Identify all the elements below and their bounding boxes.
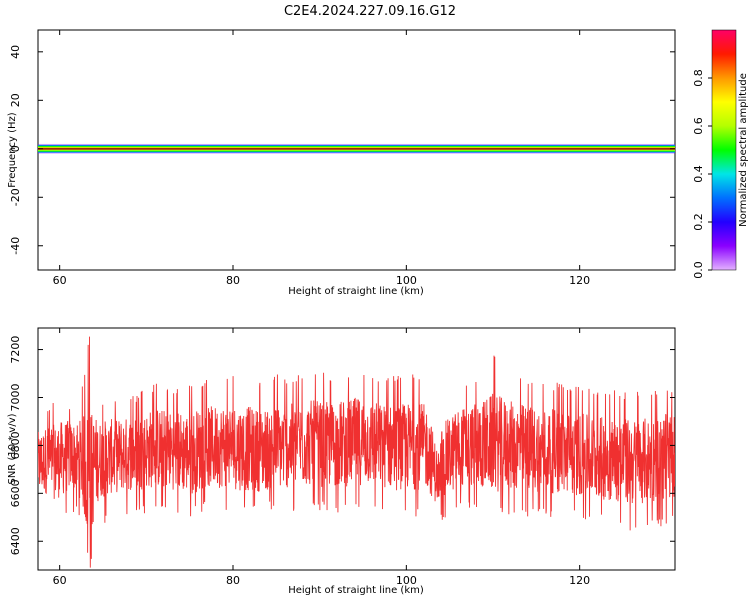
chart-title: C2E4.2024.227.09.16.G12 xyxy=(284,4,456,19)
colorbar-tick-label: 0.6 xyxy=(692,117,705,135)
colorbar-tick-label: 0.8 xyxy=(692,69,705,87)
snr-panel: 60 80 100 120 7200 7000 6800 6600 6400 Height o… xyxy=(7,327,676,596)
bottom-y-tick-label: 6400 xyxy=(9,527,22,555)
colorbar-tick-label: 0.0 xyxy=(692,261,705,279)
bottom-y-tick-label: 6600 xyxy=(9,479,22,507)
top-y-tick-label: 20 xyxy=(9,93,22,107)
bottom-x-tick-label: 80 xyxy=(226,574,240,587)
top-x-ticks: 60 80 100 120 xyxy=(53,30,590,287)
colorbar: 0.0 0.2 0.4 0.6 0.8 Normalized spectral ampl… xyxy=(692,29,749,279)
bottom-x-axis-label: Height of straight line (km) xyxy=(288,585,424,596)
bottom-x-tick-label: 60 xyxy=(53,574,67,587)
spectrogram-center-line xyxy=(38,148,675,150)
top-y-tick-label: 0 xyxy=(9,145,22,152)
bottom-x-tick-label: 120 xyxy=(569,574,590,587)
bottom-y-tick-label: 7200 xyxy=(9,336,22,364)
colorbar-tick-label: 0.4 xyxy=(692,165,705,183)
bottom-y-axis-label: SNR (10 * v/v) xyxy=(7,413,18,484)
top-x-tick-label: 100 xyxy=(396,274,417,287)
top-x-axis-label: Height of straight line (km) xyxy=(288,286,424,297)
top-x-tick-label: 60 xyxy=(53,274,67,287)
top-y-ticks: 40 20 0 -20 -40 xyxy=(9,45,675,255)
bottom-y-tick-label: 6800 xyxy=(9,431,22,459)
colorbar-ticks: 0.0 0.2 0.4 0.6 0.8 xyxy=(692,69,712,279)
spectrogram-bands xyxy=(38,143,675,154)
colorbar-label: Normalized spectral amplitude xyxy=(738,73,749,227)
top-y-tick-label: -40 xyxy=(9,237,22,255)
bottom-y-tick-label: 7000 xyxy=(9,383,22,411)
snr-line xyxy=(38,336,675,568)
bottom-y-ticks: 7200 7000 6800 6600 6400 xyxy=(9,336,675,555)
top-y-tick-label: 40 xyxy=(9,45,22,59)
bottom-x-tick-label: 100 xyxy=(396,574,417,587)
colorbar-gradient xyxy=(711,29,737,271)
bottom-x-ticks: 60 80 100 120 xyxy=(53,328,590,587)
top-x-tick-label: 80 xyxy=(226,274,240,287)
spectrogram-panel: 60 80 100 120 40 20 0 -20 -40 Height of straigh… xyxy=(7,29,676,297)
colorbar-tick-label: 0.2 xyxy=(692,213,705,231)
top-y-axis-label: Frequency (Hz) xyxy=(7,112,18,188)
snr-series xyxy=(38,336,675,568)
top-y-tick-label: -20 xyxy=(9,188,22,206)
top-x-tick-label: 120 xyxy=(569,274,590,287)
